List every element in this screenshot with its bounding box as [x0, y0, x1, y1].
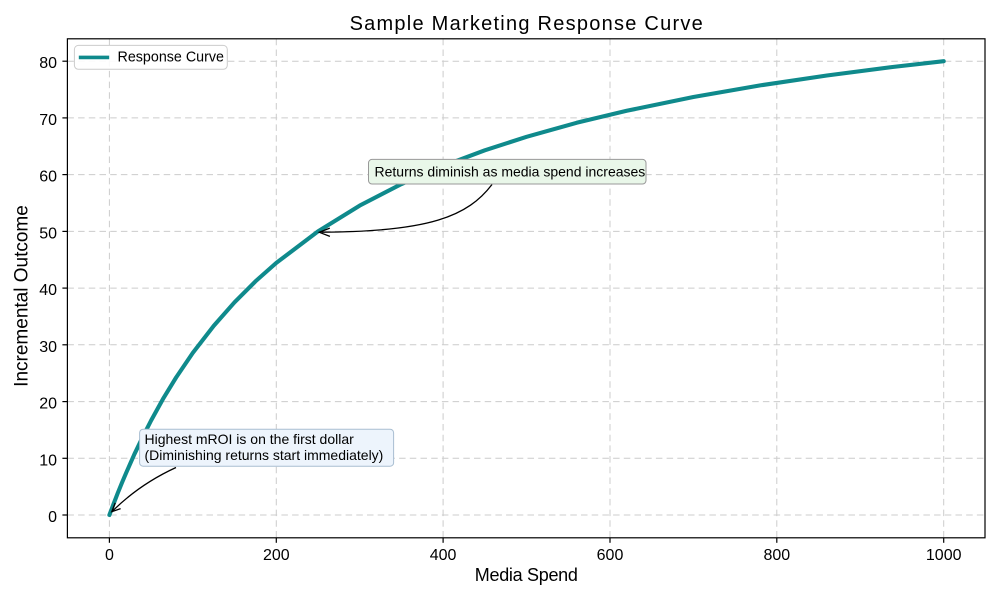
svg-text:0: 0 — [105, 547, 114, 564]
svg-text:600: 600 — [597, 547, 624, 564]
svg-text:Media Spend: Media Spend — [475, 565, 578, 585]
svg-text:400: 400 — [430, 547, 457, 564]
svg-text:1000: 1000 — [926, 547, 962, 564]
svg-text:Response Curve: Response Curve — [118, 49, 225, 65]
svg-text:80: 80 — [39, 55, 57, 72]
svg-text:20: 20 — [39, 396, 57, 413]
svg-text:(Diminishing returns start imm: (Diminishing returns start immediately) — [145, 447, 384, 463]
svg-text:Returns diminish as media spen: Returns diminish as media spend increase… — [375, 163, 646, 179]
svg-text:40: 40 — [39, 282, 57, 299]
svg-text:50: 50 — [39, 225, 57, 242]
svg-text:Highest mROI is on the first d: Highest mROI is on the first dollar — [145, 431, 355, 447]
svg-text:Incremental Outcome: Incremental Outcome — [12, 205, 33, 387]
svg-text:60: 60 — [39, 169, 57, 186]
svg-text:800: 800 — [763, 547, 790, 564]
svg-text:70: 70 — [39, 112, 57, 129]
svg-text:0: 0 — [48, 509, 57, 526]
svg-text:Sample Marketing Response Curv: Sample Marketing Response Curve — [350, 13, 704, 35]
svg-text:200: 200 — [263, 547, 290, 564]
svg-text:10: 10 — [39, 452, 57, 469]
svg-text:30: 30 — [39, 339, 57, 356]
